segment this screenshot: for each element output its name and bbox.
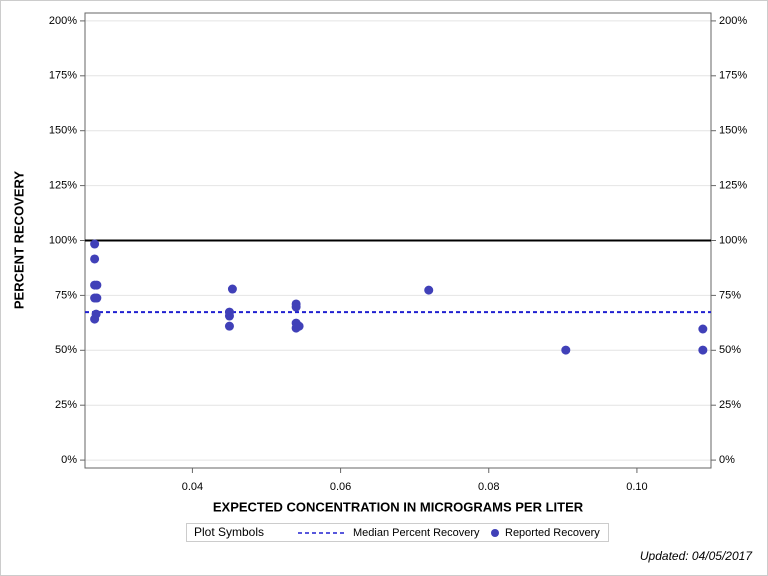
legend-swatch [491,529,499,537]
y-tick-label: 25% [55,399,77,411]
x-tick-label: 0.06 [330,481,351,493]
footnote: Updated: 04/05/2017 [640,549,753,563]
y2-tick-label: 200% [719,15,747,27]
point [424,285,434,295]
point [224,321,234,331]
point [90,254,100,264]
legend-box [186,523,609,542]
y-tick-label: 100% [49,234,77,246]
y2-tick-label: 25% [719,399,741,411]
legend-label: Reported Recovery [505,527,600,539]
y2-tick-label: 125% [719,180,747,192]
point [92,280,102,290]
y-tick-label: 0% [61,454,77,466]
y2-tick-label: 75% [719,289,741,301]
y2-tick-label: 0% [719,454,735,466]
x-tick-label: 0.04 [182,481,203,493]
y-tick-label: 175% [49,70,77,82]
point [227,284,237,294]
y2-tick-label: 50% [719,344,741,356]
y-tick-label: 150% [49,125,77,137]
point [90,239,100,249]
x-tick-label: 0.08 [478,481,499,493]
legend-title: Plot Symbols [194,525,264,539]
point [92,293,102,303]
y2-tick-label: 100% [719,234,747,246]
y-tick-label: 50% [55,344,77,356]
y-tick-label: 125% [49,180,77,192]
y2-tick-label: 175% [719,70,747,82]
point [294,321,304,331]
legend-label: Median Percent Recovery [353,527,480,539]
point [698,345,708,355]
point [224,311,234,321]
y-tick-label: 200% [49,15,77,27]
y-axis-label: PERCENT RECOVERY [11,171,26,310]
point [561,345,571,355]
y2-tick-label: 150% [719,125,747,137]
x-tick-label: 0.10 [626,481,647,493]
point [291,302,301,312]
point [90,314,100,324]
x-axis-label: EXPECTED CONCENTRATION IN MICROGRAMS PER… [213,499,584,514]
y-tick-label: 75% [55,289,77,301]
point [698,324,708,334]
